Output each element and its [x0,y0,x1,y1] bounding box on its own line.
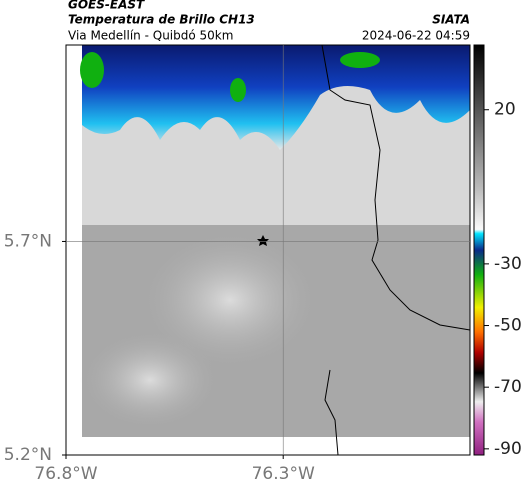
y-tick-label: 5.7°N [4,231,52,251]
colorbar-tick-label: -50 [494,316,522,336]
x-tick-label: 76.8°W [34,464,97,484]
colorbar-tick-label: -30 [494,254,522,274]
product: Temperatura de Brillo CH13 [68,13,255,27]
colorbar-tick-label: -90 [494,439,522,459]
colorbar-tick-label: -70 [494,377,522,397]
station-marker [257,235,269,246]
org: SIATA [432,13,470,27]
region: Via Medellín - Quibdó 50km [68,29,233,43]
y-tick-label: 5.2°N [4,445,52,465]
colorbar-tick-label: 20 [494,100,516,120]
colorbar [473,44,485,456]
source: GOES-EAST [68,0,145,12]
x-tick-label: 76.3°W [252,464,315,484]
map-image [65,44,471,456]
timestamp: 2024-06-22 04:59 [362,29,470,43]
